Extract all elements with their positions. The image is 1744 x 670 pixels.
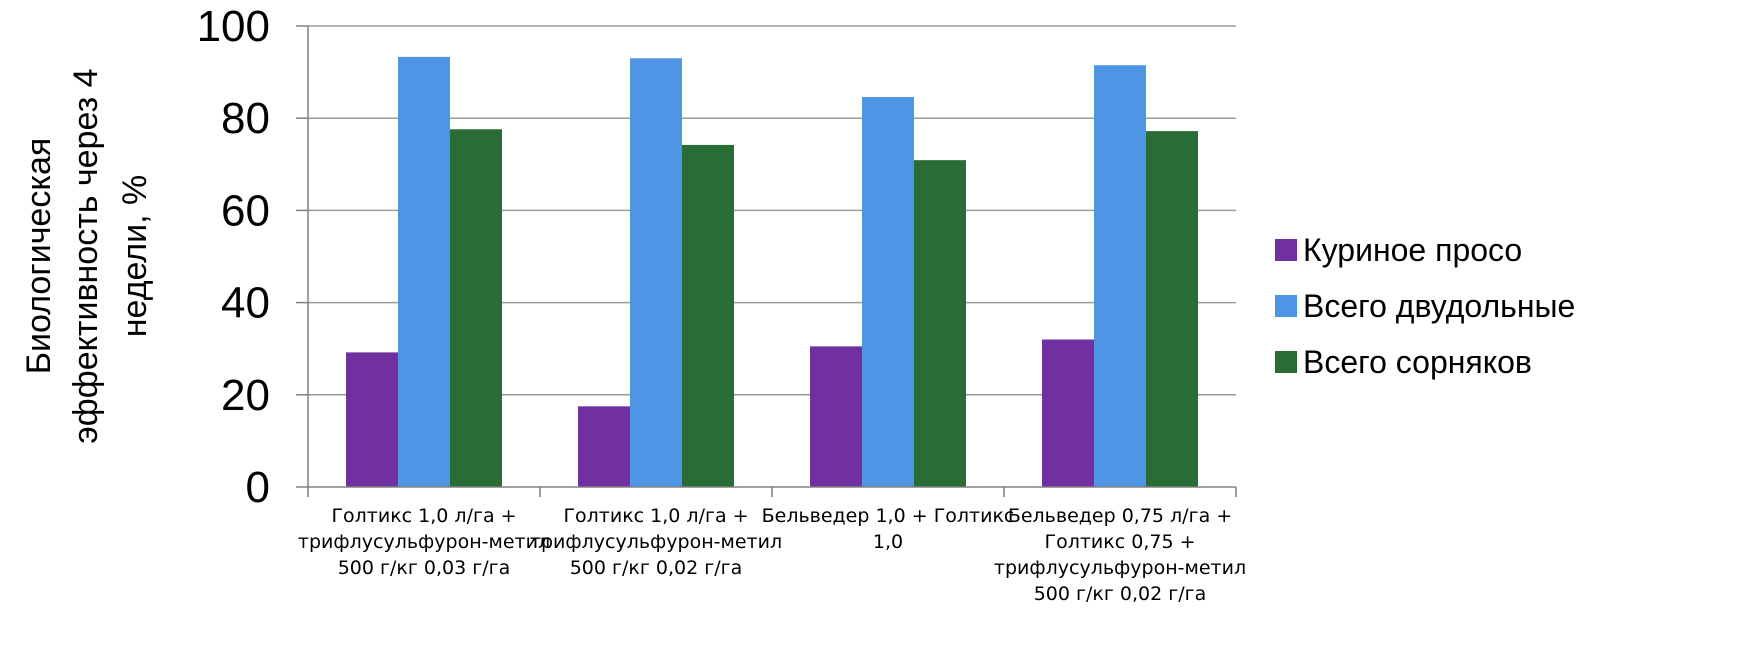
bar [450,129,502,487]
y-tick-label: 0 [246,463,270,512]
x-tick-label: 500 г/кг 0,03 г/га [338,557,511,579]
x-tick-label: Голтикс 1,0 л/га + [331,505,516,527]
bar [914,160,966,487]
x-tick-label: трифлусульфурон-метил [298,531,550,553]
bars [346,56,1198,488]
legend-label: Всего двудольные [1303,288,1575,324]
y-axis-label-line: эффективность через 4 [67,68,105,443]
bar [630,58,682,488]
legend-label: Всего сорняков [1303,344,1532,380]
bar [346,352,398,487]
x-tick-label: 500 г/кг 0,02 г/га [570,557,743,579]
bar [1094,65,1146,487]
x-tick-label: 1,0 [873,531,903,553]
bar [398,56,450,488]
y-tick-label: 100 [197,2,270,51]
y-tick-labels: 0 20 40 60 80 100 [197,2,308,512]
x-tick-label: Голтикс 1,0 л/га + [563,505,748,527]
y-tick-label: 60 [221,186,270,235]
legend-swatch [1275,295,1297,317]
x-tick-labels: Голтикс 1,0 л/га + трифлусульфурон-метил 5… [298,505,1246,605]
x-tick-label: 500 г/кг 0,02 г/га [1034,583,1207,605]
y-axis-label-line: недели, % [116,175,154,338]
y-tick-label: 20 [221,371,270,420]
x-tick-label: трифлусульфурон-метил [994,557,1246,579]
bar [1146,131,1198,487]
bar [578,406,630,487]
legend-swatch [1275,351,1297,373]
x-tick-label: трифлусульфурон-метил [530,531,782,553]
bar [810,346,862,487]
x-tick-label: Бельведер 0,75 л/га + [1008,505,1232,527]
legend-label: Куриное просо [1303,232,1522,268]
y-axis-label: Биологическая эффективность через 4 недели… [20,68,154,443]
legend-swatch [1275,239,1297,261]
bar [862,96,914,487]
y-tick-label: 80 [221,94,270,143]
x-tick-label: Голтикс 0,75 + [1045,531,1196,553]
y-tick-label: 40 [221,279,270,328]
x-axis [307,26,1237,497]
x-tick-label: Бельведер 1,0 + Голтикс [762,505,1015,527]
bar [682,144,734,488]
y-axis-label-line: Биологическая [20,138,58,375]
legend: Куриное просо Всего двудольные Всего сорня… [1275,232,1575,380]
bar [1042,339,1094,487]
